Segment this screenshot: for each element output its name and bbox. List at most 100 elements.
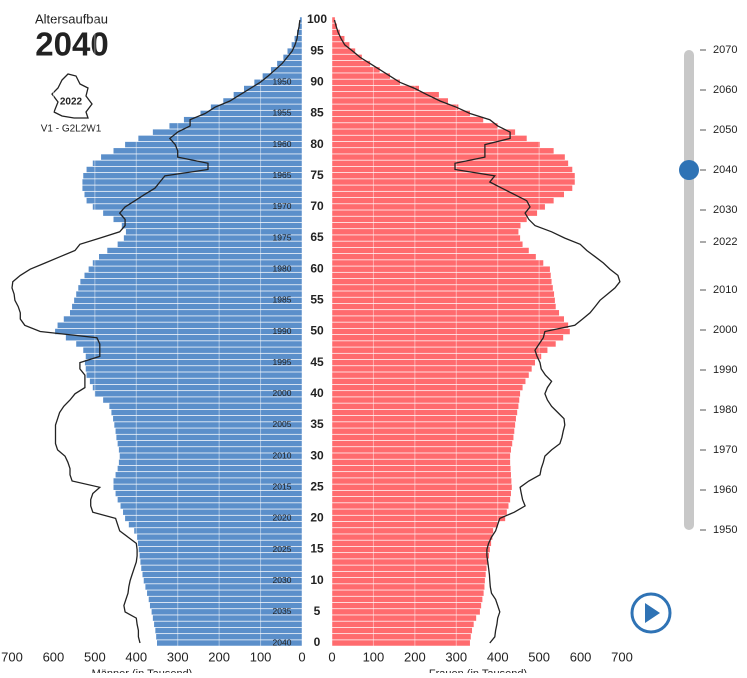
bar [299, 17, 302, 23]
bar [332, 496, 511, 503]
bar [332, 503, 509, 509]
bar [123, 235, 302, 241]
bar [125, 229, 302, 235]
bar [332, 415, 516, 422]
bar [270, 67, 302, 73]
bar [143, 577, 302, 584]
age-label: 30 [310, 448, 324, 462]
bar [332, 110, 470, 117]
bar [148, 596, 302, 603]
cohort-label: 2040 [273, 637, 292, 647]
bar [92, 204, 303, 210]
bar [57, 322, 303, 329]
bar [86, 372, 302, 378]
bar [332, 166, 573, 173]
play-icon [645, 603, 660, 623]
bar [332, 222, 521, 229]
bar [332, 478, 512, 484]
bar [332, 509, 507, 515]
bar [332, 285, 553, 291]
slider-track[interactable] [684, 50, 694, 530]
age-label: 80 [310, 137, 324, 151]
bar [118, 459, 302, 466]
bar [332, 79, 400, 86]
bar [332, 366, 532, 372]
slider-label: 1950 [713, 524, 737, 536]
bar [80, 278, 302, 285]
age-label: 65 [310, 230, 324, 244]
cohort-label: 1960 [273, 139, 292, 149]
bar [92, 384, 303, 391]
bar [82, 185, 302, 191]
bar [332, 303, 556, 310]
bar [332, 409, 518, 416]
slider-label: 1960 [713, 484, 737, 496]
bar [332, 328, 570, 335]
bar [83, 173, 302, 179]
age-label: 15 [310, 542, 324, 556]
slider-label: 1990 [713, 364, 737, 376]
bar [332, 615, 477, 621]
bar [332, 104, 459, 110]
cohort-label: 2015 [273, 482, 292, 492]
age-label: 55 [310, 293, 324, 307]
bar [332, 322, 569, 329]
cohort-label: 1965 [273, 170, 292, 180]
bar [294, 35, 302, 42]
slider-label: 2030 [713, 204, 737, 216]
bar [332, 42, 350, 48]
subtitle: Altersaufbau [35, 11, 108, 26]
bar [332, 310, 560, 316]
bar [117, 241, 303, 248]
bar [138, 546, 302, 553]
bar [210, 104, 302, 110]
bar [332, 116, 484, 123]
bar [152, 129, 302, 135]
cohort-label: 2010 [273, 450, 292, 460]
map-icon [51, 73, 93, 119]
x-tick-label: 100 [363, 649, 385, 664]
bar [332, 571, 486, 578]
bar [332, 272, 551, 279]
bar [332, 528, 494, 534]
bar [332, 197, 554, 204]
bar [332, 191, 564, 198]
bar [332, 347, 548, 353]
cohort-label: 2035 [273, 606, 292, 616]
bar [332, 447, 511, 453]
x-tick-label: 500 [84, 649, 106, 664]
bar [332, 291, 555, 297]
bar [111, 409, 302, 416]
slider-label: 2050 [713, 124, 737, 136]
bar [332, 98, 448, 104]
bar [86, 166, 302, 173]
x-tick-label: 0 [328, 649, 335, 664]
bar [115, 428, 302, 434]
cohort-label: 2005 [273, 419, 292, 429]
bar [140, 559, 302, 565]
bar [283, 54, 302, 61]
bar [332, 67, 380, 73]
age-label: 60 [310, 261, 324, 275]
bar [332, 546, 490, 553]
bar [155, 627, 302, 634]
bar [154, 621, 302, 628]
cohort-label: 1950 [273, 77, 292, 87]
bar [103, 210, 303, 216]
bar [82, 179, 302, 185]
bar [84, 272, 302, 279]
bar [152, 615, 302, 621]
age-label: 50 [310, 324, 324, 338]
x-tick-label: 100 [250, 649, 272, 664]
slider-knob[interactable] [679, 160, 699, 180]
age-label: 100 [307, 12, 327, 26]
age-label: 35 [310, 417, 324, 431]
bar [332, 260, 544, 266]
bar [332, 48, 356, 54]
bar [332, 179, 575, 185]
bar [332, 235, 521, 241]
bar [117, 465, 303, 472]
bar [332, 627, 473, 634]
